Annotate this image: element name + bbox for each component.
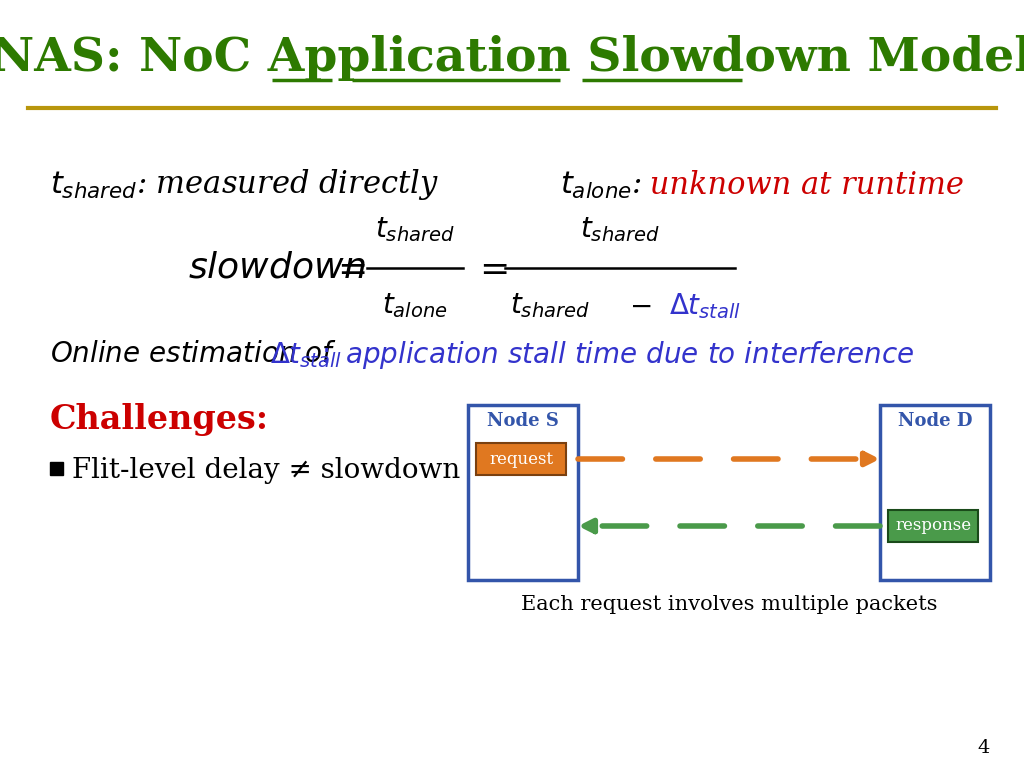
Text: $=$: $=$	[330, 251, 366, 285]
Text: NAS: NoC Application Slowdown Model: NAS: NoC Application Slowdown Model	[0, 35, 1024, 81]
Text: $=$: $=$	[472, 251, 508, 285]
Text: $slowdown$: $slowdown$	[188, 251, 366, 285]
Text: unknown at runtime: unknown at runtime	[640, 170, 964, 200]
Bar	[50, 462, 63, 475]
Text: 4: 4	[978, 739, 990, 757]
Text: $:\ application\ stall\ time\ due\ to\ interference$: $:\ application\ stall\ time\ due\ to\ i…	[316, 339, 914, 371]
FancyBboxPatch shape	[476, 443, 566, 475]
FancyBboxPatch shape	[888, 510, 978, 542]
Text: request: request	[488, 451, 553, 468]
Text: $\Delta t_{stall}$: $\Delta t_{stall}$	[669, 291, 741, 321]
Text: $t_{shared}$: $t_{shared}$	[581, 216, 659, 244]
FancyBboxPatch shape	[468, 405, 578, 580]
Text: $t_{shared}$: $t_{shared}$	[510, 292, 590, 320]
Text: Node D: Node D	[898, 412, 972, 430]
Text: $\Delta t_{stall}$: $\Delta t_{stall}$	[270, 340, 342, 370]
Text: Challenges:: Challenges:	[50, 403, 269, 436]
Text: $-$: $-$	[629, 293, 651, 319]
Text: $t_{alone}$: $t_{alone}$	[382, 292, 447, 320]
Text: Each request involves multiple packets: Each request involves multiple packets	[521, 595, 937, 614]
Text: response: response	[895, 518, 971, 535]
Text: Flit-level delay ≠ slowdown: Flit-level delay ≠ slowdown	[72, 456, 460, 484]
Text: $t_{shared}$: measured directly: $t_{shared}$: measured directly	[50, 167, 439, 203]
Text: $Online\ estimation\ of\ $: $Online\ estimation\ of\ $	[50, 342, 337, 369]
FancyBboxPatch shape	[880, 405, 990, 580]
Text: $t_{shared}$: $t_{shared}$	[375, 216, 455, 244]
Text: Node S: Node S	[487, 412, 559, 430]
Text: $t_{alone}$:: $t_{alone}$:	[560, 170, 642, 200]
